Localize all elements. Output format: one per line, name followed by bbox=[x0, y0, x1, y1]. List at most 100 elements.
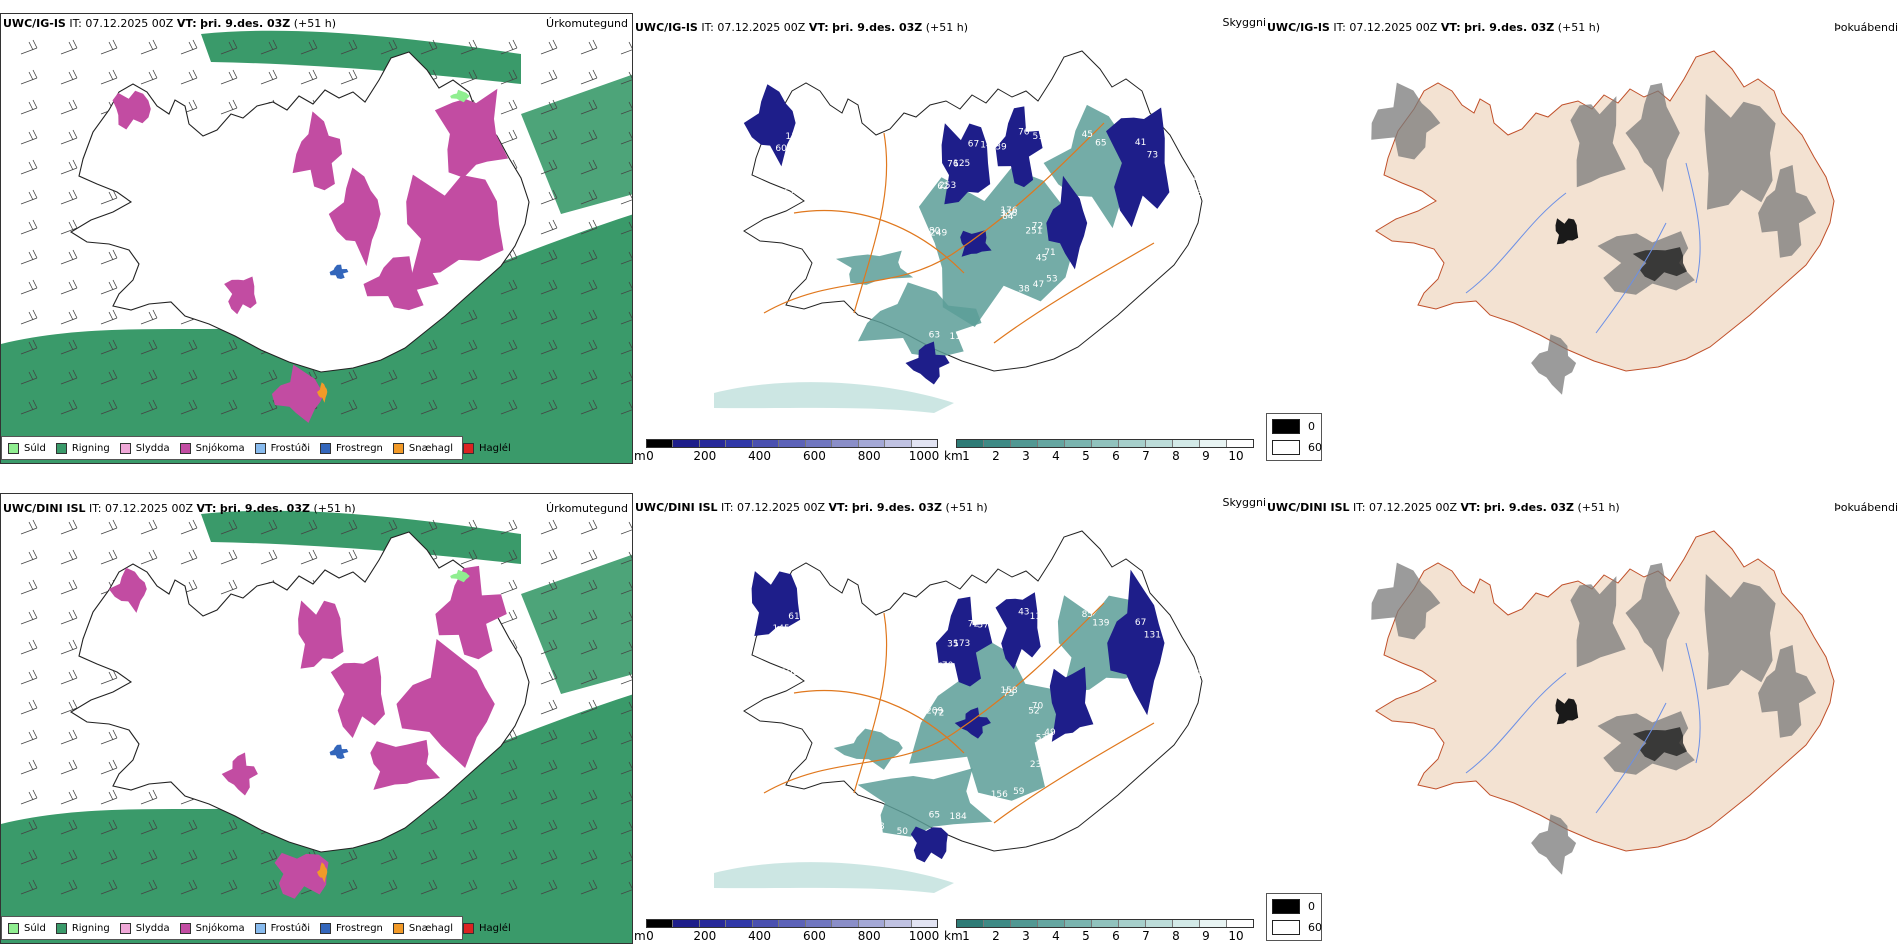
freezing-rain-area bbox=[329, 264, 349, 279]
snow-area bbox=[370, 739, 441, 790]
legend-swatch bbox=[55, 922, 67, 934]
legend-label: Frostregn bbox=[336, 922, 383, 934]
precip-legend: Súld Rigning Slydda Snjókoma Frostúði Frostre… bbox=[1, 916, 511, 940]
visibility-value: 76 bbox=[1018, 127, 1030, 137]
legend-label: Frostúði bbox=[270, 922, 310, 934]
legend-swatch bbox=[179, 442, 191, 454]
colorbar-tick: 5 bbox=[1082, 929, 1090, 943]
visibility-value: 72 bbox=[1032, 222, 1043, 232]
visibility-value: 41 bbox=[1135, 138, 1146, 148]
low-visibility-area bbox=[858, 282, 982, 358]
vt-value: þri. 9.des. 03Z bbox=[832, 21, 923, 34]
visibility-value: 253 bbox=[939, 181, 956, 191]
rain-area bbox=[201, 510, 521, 564]
visibility-value: 185 bbox=[1197, 669, 1214, 679]
visibility-value: 116 bbox=[785, 132, 802, 142]
visibility-value: 200 bbox=[812, 201, 829, 211]
colorbar-cell bbox=[832, 920, 859, 927]
colorbar-tick: 6 bbox=[1112, 929, 1120, 943]
visibility-value: 47 bbox=[1033, 280, 1044, 290]
colorbar-cell bbox=[1173, 440, 1200, 447]
panel-header: UWC/DINI ISL IT: 07.12.2025 00Z VT: þri.… bbox=[3, 502, 356, 515]
colorbar-cell bbox=[1227, 440, 1253, 447]
colorbar-tick: 400 bbox=[748, 449, 772, 463]
visibility-value: 50 bbox=[897, 827, 909, 837]
colorbar-tick: 8 bbox=[1172, 929, 1180, 943]
visibility-value: 63 bbox=[901, 718, 912, 728]
legend-item: Rigning bbox=[55, 922, 110, 934]
legend-label: Haglél bbox=[479, 442, 511, 454]
fog-legend-swatch bbox=[1272, 920, 1300, 935]
visibility-value: 35 bbox=[947, 640, 958, 650]
colorbar-cell bbox=[647, 920, 674, 927]
height-colorbar: m 0 200 400 600 800 1000 bbox=[634, 435, 939, 464]
colorbar-tick: 9 bbox=[1202, 929, 1210, 943]
roads bbox=[763, 602, 1155, 824]
colorbar-tick: 7 bbox=[1142, 449, 1150, 463]
snow-area bbox=[396, 639, 495, 768]
vt-label: VT: bbox=[808, 21, 829, 34]
fog-panel-top: UWC/IG-IS IT: 07.12.2025 00Z VT: þri. 9.… bbox=[1266, 13, 1900, 464]
colorbar-tick: 800 bbox=[857, 929, 881, 943]
visibility-value: 75 bbox=[1003, 689, 1014, 699]
legend-label: Rigning bbox=[71, 442, 110, 454]
model-name: UWC/DINI ISL bbox=[1267, 501, 1350, 514]
colorbar-cell bbox=[699, 440, 727, 447]
it-value: 07.12.2025 00Z bbox=[717, 21, 806, 34]
model-name: UWC/DINI ISL bbox=[3, 502, 86, 515]
fog-legend-swatch bbox=[1272, 419, 1300, 434]
legend-item: Frostúði bbox=[254, 442, 310, 454]
colorbar-tick: 7 bbox=[1142, 929, 1150, 943]
legend-label: Snjókoma bbox=[195, 922, 245, 934]
legend-item: Haglél bbox=[463, 922, 511, 934]
colorbar-cell bbox=[726, 920, 753, 927]
dense-fog-area bbox=[1555, 218, 1579, 245]
legend-swatch bbox=[254, 442, 266, 454]
legend-item: Haglél bbox=[463, 442, 511, 454]
it-label: IT: bbox=[701, 21, 714, 34]
very-low-visibility-area bbox=[941, 123, 991, 205]
fog-indicator-area bbox=[1704, 94, 1776, 210]
visibility-value: 67 bbox=[968, 140, 979, 150]
visibility-value: 71 bbox=[1044, 248, 1055, 258]
dense-fog-area bbox=[1555, 698, 1579, 725]
visibility-value: 78 bbox=[856, 232, 868, 242]
legend-swatch bbox=[463, 922, 475, 934]
sea-fog bbox=[714, 862, 954, 893]
fog-indicator-area bbox=[1758, 165, 1817, 258]
fog-indicator-area bbox=[1625, 563, 1680, 673]
fog-legend-item: 60 bbox=[1272, 920, 1322, 935]
colorbar-cell bbox=[805, 920, 833, 927]
colorbar-cell bbox=[1119, 440, 1146, 447]
visibility-value: 184 bbox=[950, 812, 967, 822]
colorbar-tick: 200 bbox=[693, 929, 717, 943]
visibility-value: 67 bbox=[901, 238, 912, 248]
it-value: 07.12.2025 00Z bbox=[105, 502, 194, 515]
fog-panel-bottom: UWC/DINI ISL IT: 07.12.2025 00Z VT: þri.… bbox=[1266, 493, 1900, 944]
visibility-value: 72 bbox=[933, 708, 944, 718]
fog-legend-item: 0 bbox=[1272, 899, 1315, 914]
colorbar-cell bbox=[1200, 440, 1227, 447]
colorbar-cell bbox=[984, 920, 1011, 927]
colorbar-tick: 4 bbox=[1052, 929, 1060, 943]
fog-legend-swatch bbox=[1272, 440, 1300, 455]
fog-indicator-area bbox=[1704, 574, 1776, 690]
colorbar-tick: 200 bbox=[693, 449, 717, 463]
fog-legend: 0 60 bbox=[1266, 893, 1322, 941]
very-low-visibility-area bbox=[743, 84, 796, 167]
colorbar-cell bbox=[858, 440, 886, 447]
fog-map-bottom bbox=[1371, 530, 1835, 875]
visibility-value: 53 bbox=[1046, 274, 1057, 284]
colorbar-cell bbox=[1146, 440, 1173, 447]
legend-swatch bbox=[392, 922, 404, 934]
fog-indicator-area bbox=[1371, 562, 1441, 640]
colorbar-tick: 3 bbox=[1022, 929, 1030, 943]
precip-legend: Súld Rigning Slydda Snjókoma Frostúði Frostre… bbox=[1, 436, 511, 460]
colorbar-cell bbox=[1038, 920, 1065, 927]
colorbar-tick: 3 bbox=[1022, 449, 1030, 463]
drizzle-area bbox=[450, 89, 470, 103]
colorbar-cell bbox=[1065, 440, 1092, 447]
it-label: IT: bbox=[69, 17, 82, 30]
visibility-value: 76 bbox=[947, 160, 959, 170]
visibility-value: 43 bbox=[1018, 607, 1029, 617]
